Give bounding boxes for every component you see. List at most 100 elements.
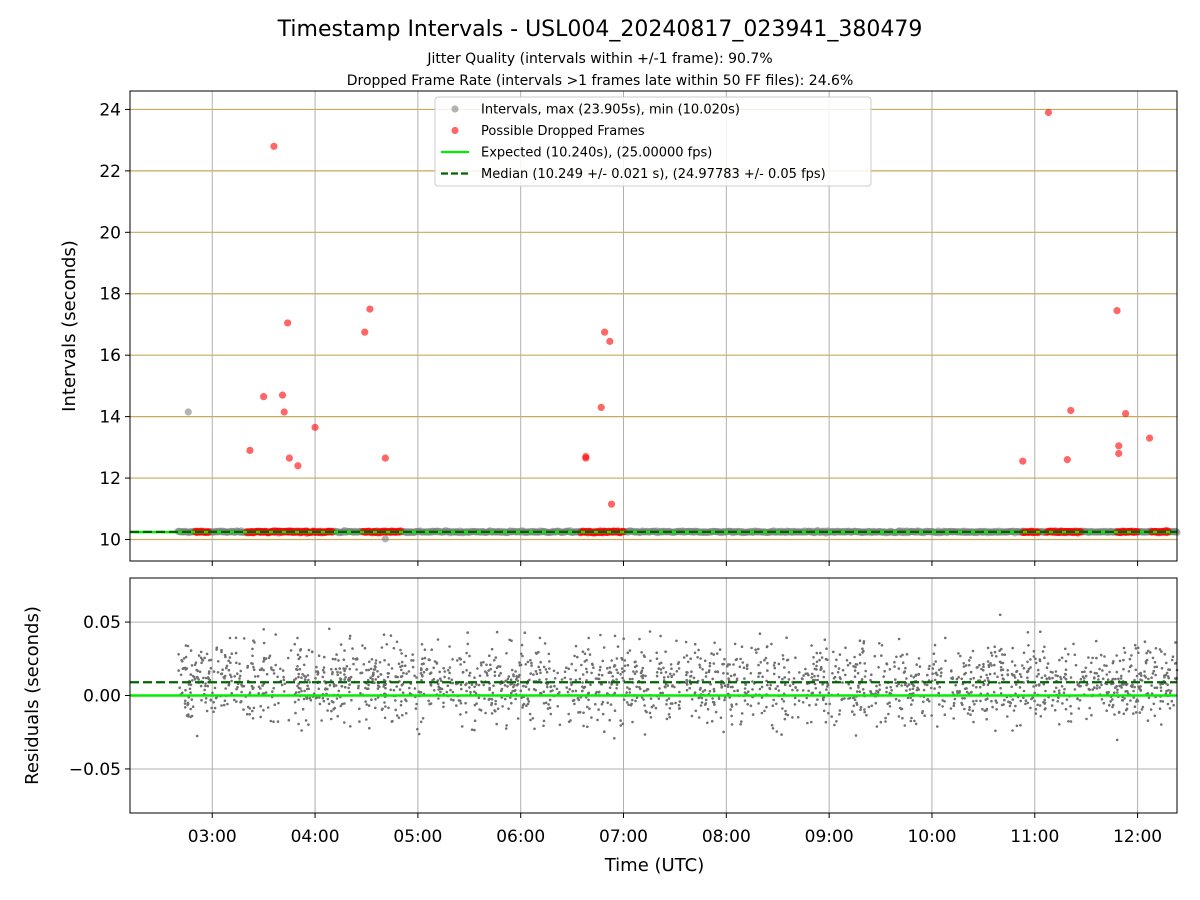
residual-point	[853, 698, 857, 702]
residual-point	[859, 705, 863, 709]
residual-point	[343, 702, 346, 705]
residual-point	[385, 643, 389, 646]
residual-point	[982, 662, 985, 666]
residual-point	[432, 666, 436, 670]
residual-point	[1168, 691, 1172, 695]
residual-point	[726, 664, 729, 668]
residual-point	[810, 644, 813, 647]
residual-point	[685, 654, 689, 657]
residual-point	[571, 689, 574, 693]
residual-point	[815, 664, 818, 668]
residual-point	[382, 633, 386, 636]
residual-point	[832, 650, 835, 654]
residual-point	[1126, 692, 1130, 695]
residual-point	[815, 660, 819, 664]
residual-point	[978, 679, 982, 682]
residual-point	[763, 709, 766, 713]
residual-point	[677, 707, 681, 710]
residual-point	[894, 697, 898, 701]
residual-point	[1146, 649, 1150, 653]
residual-point	[1164, 692, 1168, 695]
residual-point	[585, 670, 589, 674]
residual-point	[494, 699, 498, 703]
residual-point	[455, 704, 458, 707]
residual-point	[468, 654, 471, 658]
residual-point	[447, 677, 451, 680]
residual-point	[433, 660, 437, 663]
residual-point	[1098, 686, 1101, 689]
residual-point	[322, 671, 326, 674]
residual-point	[1083, 670, 1086, 673]
residual-point	[846, 664, 850, 667]
residual-point	[440, 687, 444, 691]
residual-point	[195, 734, 199, 738]
residual-point	[993, 650, 997, 654]
residual-point	[759, 661, 763, 664]
residual-point	[1105, 673, 1109, 676]
residual-point	[580, 663, 583, 667]
residual-point	[862, 641, 865, 645]
dropped-frame-point	[366, 305, 374, 313]
residual-point	[1077, 707, 1081, 710]
residual-point	[242, 637, 246, 640]
residual-point	[610, 659, 613, 662]
residual-point	[222, 675, 226, 679]
residual-point	[791, 688, 794, 692]
residual-point	[713, 641, 716, 645]
residual-point	[941, 705, 944, 708]
residual-point	[720, 683, 723, 686]
residual-point	[890, 689, 893, 692]
residual-point	[411, 665, 415, 669]
residual-point	[322, 666, 326, 669]
residual-point	[664, 650, 667, 653]
dropped-frame-point	[311, 423, 319, 431]
residual-point	[367, 683, 370, 687]
residual-point	[362, 663, 366, 666]
residual-point	[374, 665, 377, 669]
residual-point	[1140, 708, 1144, 711]
residual-point	[1061, 702, 1064, 705]
residual-point	[816, 678, 819, 682]
residual-point	[521, 654, 524, 658]
residual-point	[1127, 670, 1131, 673]
residual-point	[613, 664, 617, 667]
residual-point	[490, 647, 494, 651]
residual-point	[339, 677, 343, 681]
residual-point	[429, 702, 433, 705]
residual-point	[926, 673, 929, 677]
residual-point	[473, 690, 476, 693]
residual-point	[1115, 670, 1119, 674]
residual-point	[597, 708, 600, 711]
residual-point	[939, 674, 943, 678]
residual-point	[376, 687, 380, 690]
intervals-y-tick-label: 22	[99, 162, 121, 182]
dropped-frame-point	[270, 142, 278, 150]
residual-point	[649, 716, 653, 719]
residual-point	[519, 689, 523, 693]
residual-point	[303, 678, 307, 681]
residual-point	[697, 648, 700, 652]
residual-point	[515, 675, 518, 678]
residuals-y-tick-label: 0.05	[83, 613, 121, 633]
residual-point	[750, 646, 753, 650]
residual-point	[712, 662, 716, 665]
dropped-frame-point	[1019, 457, 1027, 465]
residual-point	[599, 682, 603, 686]
residual-point	[1033, 699, 1036, 703]
residual-point	[529, 658, 532, 662]
residual-point	[837, 667, 841, 670]
residual-point	[597, 691, 601, 694]
residual-point	[996, 675, 999, 679]
residual-point	[415, 702, 418, 706]
residual-point	[437, 685, 441, 688]
residual-point	[708, 661, 712, 665]
residual-point	[531, 717, 535, 720]
residual-point	[421, 674, 424, 678]
residual-point	[615, 678, 618, 681]
residual-point	[1002, 703, 1005, 706]
residual-point	[975, 666, 979, 669]
residual-point	[476, 667, 479, 670]
residual-point	[532, 673, 535, 676]
residual-point	[1035, 675, 1039, 678]
residual-point	[465, 669, 468, 672]
